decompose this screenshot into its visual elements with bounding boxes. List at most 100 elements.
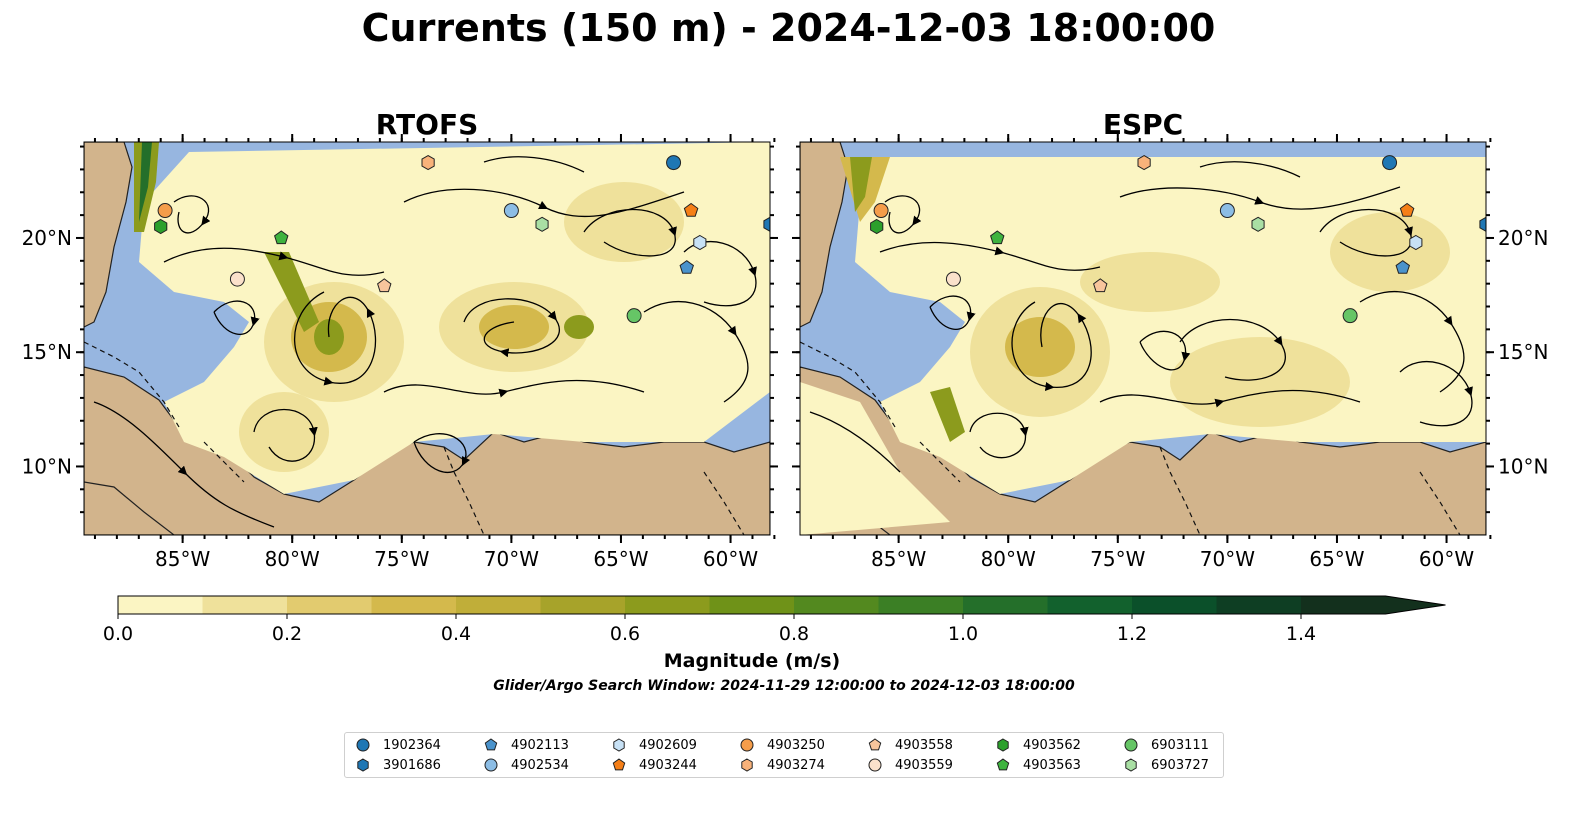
- colorbar-swatch: [794, 596, 879, 614]
- legend-marker-icon: [741, 758, 753, 772]
- float-marker-6903111: [626, 308, 642, 324]
- x-tick-label: 75°W: [374, 547, 429, 571]
- legend-marker-icon: [613, 738, 625, 752]
- colorbar-extend-arrow: [1385, 596, 1446, 614]
- x-tick-label: 70°W: [1200, 547, 1255, 571]
- map-espc: [800, 142, 1486, 535]
- y-tick-label: 15°N: [22, 340, 72, 364]
- legend-label: 4903244: [639, 757, 697, 773]
- float-legend: 1902364 3901686 4902113 4902534 4902609 49032…: [344, 732, 1224, 778]
- x-tick-label: 65°W: [593, 547, 648, 571]
- legend-marker-icon: [484, 758, 498, 772]
- legend-marker-icon: [484, 738, 498, 751]
- legend-label: 6903111: [1151, 737, 1209, 753]
- legend-marker-icon: [612, 758, 626, 771]
- legend-item: 6903111: [1123, 736, 1209, 754]
- colorbar-swatch: [540, 596, 626, 614]
- x-tick-label: 70°W: [484, 547, 539, 571]
- colorbar-tick-label: 1.2: [1117, 623, 1147, 645]
- legend-label: 4903563: [1023, 757, 1081, 773]
- colorbar-label: Magnitude (m/s): [663, 650, 841, 672]
- y-tick-label: 20°N: [22, 226, 72, 250]
- map-panel-espc[interactable]: [800, 142, 1486, 535]
- colorbar-swatch: [1301, 596, 1386, 614]
- float-marker-4903562: [154, 218, 168, 235]
- legend-label: 4903558: [895, 737, 953, 753]
- float-marker-4903559: [229, 271, 245, 287]
- figure-title: Currents (150 m) - 2024-12-03 18:00:00: [361, 6, 1216, 50]
- panel-title-rtofs: RTOFS: [375, 108, 479, 141]
- float-marker-4903250: [157, 203, 173, 219]
- legend-label: 4902534: [511, 757, 569, 773]
- legend-item: 4903274: [739, 756, 825, 774]
- map-panel-rtofs[interactable]: [84, 142, 770, 535]
- float-marker-6903727: [535, 216, 549, 232]
- x-tick-label: 60°W: [703, 547, 758, 571]
- colorbar-swatch: [287, 596, 372, 614]
- colorbar-swatch: [371, 596, 457, 614]
- legend-item: 4903563: [995, 756, 1081, 774]
- legend-item: 6903727: [1123, 756, 1209, 774]
- legend-marker-icon: [357, 758, 369, 772]
- search-window-note: Glider/Argo Search Window: 2024-11-29 12…: [493, 678, 1075, 694]
- legend-label: 1902364: [383, 737, 441, 753]
- colorbar: 0.0 0.2 0.4 0.6 0.8 1.0 1.2 1.4: [103, 595, 1446, 645]
- legend-item: 4902609: [611, 736, 697, 754]
- float-marker-4903274: [1137, 155, 1151, 171]
- x-tick-label: 75°W: [1090, 547, 1145, 571]
- legend-label: 4903559: [895, 757, 953, 773]
- x-tick-label: 60°W: [1419, 547, 1474, 571]
- colorbar-swatch: [1047, 596, 1133, 614]
- legend-label: 4902113: [511, 737, 569, 753]
- float-marker-4902609: [1409, 234, 1423, 251]
- float-marker-6903727: [1251, 216, 1265, 232]
- colorbar-outline: [117, 595, 1446, 615]
- colorbar-swatch: [709, 596, 795, 614]
- y-tick-label: 10°N: [1498, 454, 1548, 478]
- legend-item: 4903562: [995, 736, 1081, 754]
- x-tick-label: 85°W: [155, 547, 210, 571]
- legend-label: 6903727: [1151, 757, 1209, 773]
- colorbar-tick-label: 0.0: [103, 623, 133, 645]
- legend-label: 3901686: [383, 757, 441, 773]
- x-tick-label: 80°W: [265, 547, 320, 571]
- legend-marker-icon: [1125, 758, 1137, 772]
- x-tick-label: 80°W: [981, 547, 1036, 571]
- legend-label: 4902609: [639, 737, 697, 753]
- legend-label: 4903250: [767, 737, 825, 753]
- legend-item: 4902534: [483, 756, 569, 774]
- float-marker-4903250: [873, 203, 889, 219]
- colorbar-swatch: [878, 596, 964, 614]
- colorbar-swatch: [1132, 596, 1217, 614]
- float-marker-4902534: [503, 203, 519, 219]
- colorbar-tick-label: 0.8: [779, 623, 809, 645]
- legend-marker-icon: [356, 738, 370, 752]
- legend-item: 3901686: [355, 756, 441, 774]
- panel-title-espc: ESPC: [1102, 108, 1184, 141]
- map-rtofs: [84, 142, 770, 535]
- float-marker-4903559: [945, 271, 961, 287]
- colorbar-tick-label: 1.0: [948, 623, 978, 645]
- colorbar-swatch: [456, 596, 541, 614]
- legend-item: 4902113: [483, 736, 569, 754]
- legend-item: 4903244: [611, 756, 697, 774]
- colorbar-swatch: [1216, 596, 1302, 614]
- float-marker-4903562: [870, 218, 884, 235]
- legend-label: 4903562: [1023, 737, 1081, 753]
- float-marker-1902364: [1382, 155, 1398, 171]
- legend-marker-icon: [997, 738, 1009, 752]
- legend-item: 1902364: [355, 736, 441, 754]
- legend-item: 4903558: [867, 736, 953, 754]
- y-tick-label: 15°N: [1498, 340, 1548, 364]
- colorbar-tick-label: 1.4: [1286, 623, 1316, 645]
- x-tick-label: 85°W: [871, 547, 926, 571]
- legend-item: 4903559: [867, 756, 953, 774]
- legend-marker-icon: [868, 738, 882, 751]
- y-tick-label: 20°N: [1498, 226, 1548, 250]
- legend-label: 4903274: [767, 757, 825, 773]
- colorbar-tick-label: 0.6: [610, 623, 640, 645]
- float-marker-4902534: [1219, 203, 1235, 219]
- float-marker-4903274: [421, 155, 435, 171]
- float-marker-4902609: [693, 234, 707, 251]
- colorbar-swatch: [202, 596, 288, 614]
